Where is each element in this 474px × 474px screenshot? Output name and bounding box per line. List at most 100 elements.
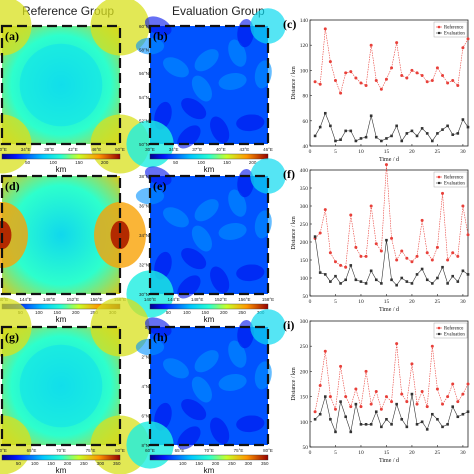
data-point-evaluation [410,282,414,285]
y-axis-label: Distance / km [291,66,297,100]
data-point-evaluation [431,412,434,416]
data-point-reference [466,37,470,41]
heatmap-center [19,43,103,127]
evaluation-group-header: Evaluation Group [172,4,265,18]
heatmap-y-tick: 8°N [141,443,149,448]
data-point-reference [456,254,460,258]
data-point-evaluation [466,410,470,414]
colorbar [1,153,121,160]
data-point-evaluation [344,278,347,282]
data-point-reference [395,342,399,346]
y-axis-label: Distance / km [291,216,297,250]
data-point-evaluation [359,280,363,283]
data-point-reference [400,73,404,77]
heatmap-streak [218,373,247,391]
x-tick-label: 30 [460,299,466,305]
data-point-evaluation [323,395,327,398]
data-point-evaluation [329,417,332,421]
heatmap-x-tick: 46°E [263,147,273,152]
colorbar-tick: 100 [35,310,43,315]
data-point-evaluation [420,127,424,130]
data-point-reference [415,402,419,406]
legend-marker [438,31,441,35]
heatmap-streak [210,116,230,144]
data-point-reference [425,80,429,84]
panel-label: (f) [283,167,295,181]
y-tick-label: 140 [300,18,309,24]
panel-label: (h) [153,330,168,344]
data-point-reference [354,387,358,391]
data-point-reference [349,405,353,409]
heatmap-corner [90,0,150,56]
y-tick-label: 80 [303,94,309,100]
data-point-evaluation [390,134,393,138]
data-point-evaluation [354,139,358,143]
data-point-evaluation [339,282,342,285]
data-point-reference [339,263,343,267]
heatmap-x-tick: 46°E [91,147,101,152]
data-point-evaluation [405,132,409,135]
colorbar-tick: 100 [198,160,206,165]
data-point-reference [430,258,434,262]
data-point-reference [318,384,322,388]
heatmap-streak [191,75,212,102]
x-tick-label: 5 [334,450,337,456]
data-point-reference [359,254,363,258]
data-point-reference [339,364,343,368]
y-tick-label: 400 [300,168,309,174]
data-point-reference [333,78,337,82]
colorbar-tick: 200 [64,461,72,466]
x-tick-label: 20 [409,299,415,305]
heatmap-x-tick: 34°E [169,147,179,152]
heatmap-x-tick: 156°E [238,297,250,302]
heatmap-streak [177,275,201,299]
heatmap-streak [228,39,247,67]
heatmap-hotspot [110,220,130,250]
legend-label: Evaluation [444,32,465,37]
y-tick-label: 40 [303,144,309,150]
heatmap-x-tick: 37°E [192,147,202,152]
heatmap-y-tick: 34°N [139,233,149,238]
data-point-evaluation [466,273,470,276]
colorbar-tick: 250 [238,310,246,315]
colorbar-unit: km [56,466,67,474]
heatmap-frame [148,325,270,447]
data-point-evaluation [329,280,332,283]
x-tick-label: 25 [435,299,441,305]
data-point-reference [318,231,322,235]
data-point-evaluation [349,430,353,434]
heatmap-streak [228,189,247,217]
data-point-evaluation [364,282,368,285]
heatmap-x-tick: 144°E [19,297,31,302]
data-point-reference [446,81,450,85]
x-tick-label: 30 [460,450,466,456]
data-point-reference [333,260,337,264]
data-point-evaluation [380,425,383,429]
data-point-reference [441,402,445,406]
heatmap-x-tick: 152°E [67,297,79,302]
data-point-evaluation [410,129,414,133]
heatmap-x-tick: 60°E [145,448,155,453]
data-point-evaluation [380,139,383,143]
heatmap-streak [218,72,247,90]
heatmap-streak [181,248,207,270]
x-tick-label: 10 [358,450,364,456]
colorbar-tick: 200 [249,160,257,165]
colorbar [149,454,269,461]
data-point-reference [461,204,465,208]
heatmap-g: (g) 60°E 65°E 70°E 75°E 80°E 50 100 150 200 250 300… [0,297,150,474]
data-point-evaluation [451,405,455,408]
legend-marker [437,25,441,29]
data-point-reference [349,70,353,74]
data-point-evaluation [339,138,342,141]
colorbar-tick: 250 [80,461,88,466]
x-tick-label: 25 [435,149,441,155]
data-point-evaluation [461,412,465,416]
data-point-evaluation [436,132,439,135]
data-point-evaluation [359,137,363,140]
data-point-reference [313,410,317,414]
heatmap-x-tick: 30°E [145,147,155,152]
data-point-evaluation [420,420,424,424]
heatmap-streak [194,350,219,373]
heatmap-x-tick: 60°E [0,448,7,453]
